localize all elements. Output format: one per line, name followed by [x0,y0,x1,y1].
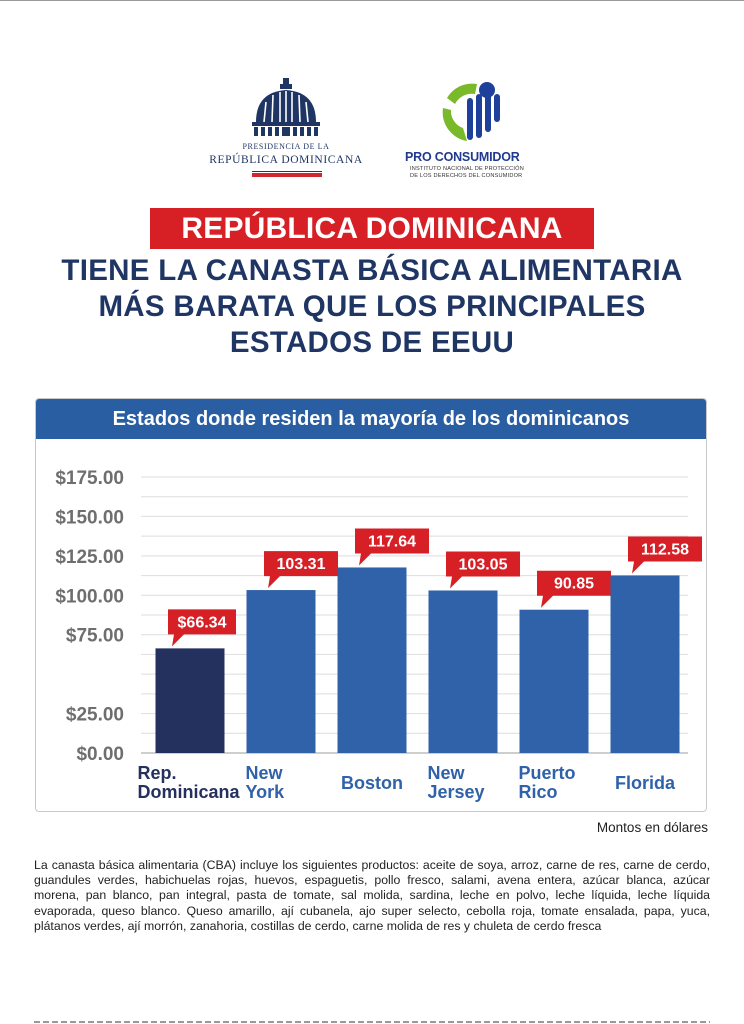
proconsumidor-subtitle: INSTITUTO NACIONAL DE PROTECCIÓN DE LOS … [410,166,550,180]
headline-subtitle: TIENE LA CANASTA BÁSICA ALIMENTARIA MÁS … [20,253,724,361]
data-label-bubble [355,528,429,566]
y-tick-label: $125.00 [55,547,124,568]
data-label-bubble [168,609,236,647]
y-tick-label: $150.00 [55,507,124,528]
headline-banner: REPÚBLICA DOMINICANA [150,208,594,249]
presidencia-logo: PRESIDENCIA DE LA REPÚBLICA DOMINICANA [206,78,366,182]
x-tick-label: Rep. [138,763,177,783]
x-tick-label: New [428,763,466,783]
data-label: 112.58 [641,541,689,558]
amount-note: Montos en dólares [596,820,708,835]
footnote: La canasta básica alimentaria (CBA) incl… [34,858,710,933]
bar [155,648,225,753]
x-tick-label: Florida [615,773,676,793]
headline-line1: TIENE LA CANASTA BÁSICA ALIMENTARIA [61,254,683,287]
bar-chart: $0.00 $25.00 $75.00 $100.00 $125.00 $150.00 $1… [55,468,702,802]
presidencia-line1: PRESIDENCIA DE LA [242,142,330,151]
x-tick-label: Dominicana [138,782,241,802]
data-label: 103.05 [459,556,508,573]
y-tick-label: $75.00 [66,626,124,647]
y-tick-label: $175.00 [55,468,124,489]
data-label-bubble [264,551,338,589]
top-rule [0,0,744,1]
chart-title: Estados donde residen la mayoría de los … [36,399,706,439]
data-label: 103.31 [277,556,326,573]
proconsumidor-subtitle-line2: DE LOS DERECHOS DEL CONSUMIDOR [410,173,523,179]
proconsumidor-name: PRO CONSUMIDOR [405,150,520,164]
x-tick-label: New [246,763,284,783]
proconsumidor-logo: PRO CONSUMIDOR INSTITUTO NACIONAL DE PRO… [405,76,545,186]
data-label-bubble [446,551,520,589]
x-tick-label: Boston [341,773,403,793]
national-palace-dome-icon [252,78,320,136]
proconsumidor-emblem-icon [439,80,505,146]
presidencia-line2: REPÚBLICA DOMINICANA [209,154,363,166]
headline-line3: ESTADOS DE EEUU [229,326,515,359]
data-label: $66.34 [178,614,227,631]
bar [246,590,316,753]
x-tick-label: York [246,782,286,802]
presidencia-underline [252,171,322,177]
proconsumidor-subtitle-line1: INSTITUTO NACIONAL DE PROTECCIÓN [410,166,524,172]
data-label-bubble [537,570,611,608]
bar [519,609,589,753]
chart-card: Estados donde residen la mayoría de los … [35,398,707,812]
bar [610,575,680,753]
bottom-cut-text [34,1019,710,1024]
bar [337,567,407,753]
y-tick-label: $25.00 [66,705,124,726]
bar [428,590,498,753]
x-tick-label: Puerto [519,763,576,783]
x-tick-label: Rico [519,782,558,802]
data-label: 90.85 [554,576,594,593]
data-label: 117.64 [368,533,416,550]
headline-line2: MÁS BARATA QUE LOS PRINCIPALES [98,290,646,323]
y-tick-label: $100.00 [55,586,124,607]
x-tick-label: Jersey [428,782,485,802]
y-tick-label: $0.00 [76,744,124,765]
data-label-bubble [628,536,702,574]
